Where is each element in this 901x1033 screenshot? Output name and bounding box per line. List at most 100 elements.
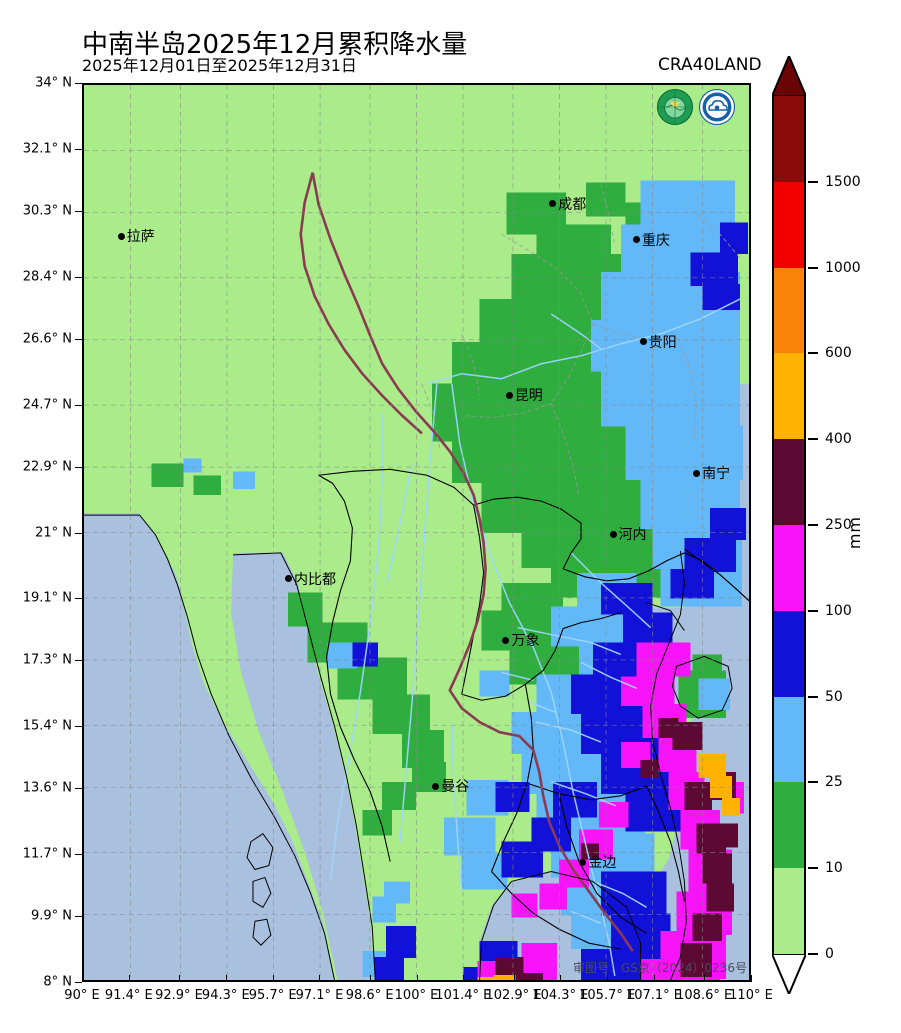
city-dot-icon: [285, 575, 293, 583]
colorbar-tick-label: 50: [825, 688, 843, 705]
city-dot-icon: [609, 530, 617, 538]
precip-band-250-400: [495, 718, 739, 980]
latitude-tick-mark: [75, 83, 82, 84]
longitude-tick-label: 97.1° E: [295, 988, 344, 1003]
latitude-tick-mark: [75, 338, 82, 340]
longitude-tick-mark: [369, 975, 371, 982]
longitude-tick-label: 95.7° E: [248, 988, 297, 1003]
longitude-tick-label: 108.6° E: [676, 988, 733, 1003]
colorbar-tick-label: 0: [825, 946, 834, 962]
colorbar-tick-mark: [808, 695, 818, 698]
colorbar-segment: [774, 267, 804, 354]
city-marker: 贵阳: [639, 332, 677, 352]
latitude-tick-mark: [75, 982, 82, 983]
map-gridlines: [84, 85, 749, 980]
longitude-tick-label: 98.6° E: [345, 988, 394, 1003]
city-label: 拉萨: [126, 229, 155, 246]
longitude-tick-label: 94.3° E: [201, 988, 250, 1003]
province-boundaries: [421, 184, 741, 498]
page-subtitle: 2025年12月01日至2025年12月31日: [82, 56, 357, 75]
colorbar-tick-label: 1500: [825, 173, 861, 190]
colorbar-segment: [774, 696, 804, 783]
longitude-tick-mark: [225, 975, 227, 982]
colorbar-segment: [774, 439, 804, 525]
longitude-tick-label: 91.4° E: [104, 988, 153, 1003]
dataset-label: CRA40LAND: [658, 55, 762, 75]
latitude-tick-mark: [75, 788, 82, 790]
latitude-tick-mark: [75, 660, 82, 662]
latitude-tick-label: 9.9° N: [30, 908, 72, 924]
page-title: 中南半岛2025年12月累积降水量: [82, 30, 468, 60]
latitude-tick-label: 21° N: [35, 525, 72, 540]
colorbar-unit-label: mm: [845, 516, 864, 550]
latitude-tick-label: 11.7° N: [22, 846, 72, 862]
city-dot-icon: [639, 338, 647, 346]
city-dot-icon: [549, 200, 557, 208]
longitude-axis: 90° E 91.4° E 92.9° E 94.3° E 95.7° E 97.1° E…: [0, 988, 901, 1018]
city-label: 河内: [618, 527, 647, 544]
city-marker: 重庆: [632, 230, 670, 250]
colorbar-tick-label: 25: [825, 774, 843, 791]
latitude-tick-mark: [75, 726, 82, 728]
precip-band-400-600: [477, 754, 741, 980]
city-label: 成都: [558, 196, 587, 213]
colorbar-tick-mark: [808, 953, 818, 955]
city-dot-icon: [502, 636, 510, 644]
longitude-tick-label: 101.4° E: [435, 988, 492, 1003]
longitude-tick-mark: [416, 975, 418, 982]
latitude-tick-label: 26.6° N: [22, 331, 72, 347]
city-dot-icon: [579, 858, 587, 866]
latitude-tick-mark: [75, 210, 82, 212]
colorbar-segment: [774, 181, 804, 268]
colorbar-tick-label: 250: [825, 517, 852, 533]
china-national-boundary: [299, 172, 634, 952]
colorbar-tick-mark: [808, 609, 818, 612]
city-marker: 南宁: [693, 463, 730, 483]
latitude-tick-mark: [75, 148, 82, 150]
longitude-tick-mark: [560, 975, 562, 982]
colorbar-tick-mark: [808, 180, 818, 183]
map-approval-number: 审图号：GS京（2024）0236号: [573, 961, 747, 975]
latitude-tick-label: 34° N: [35, 75, 72, 91]
longitude-tick-mark: [82, 975, 83, 982]
colorbar-tick-mark: [808, 524, 818, 526]
longitude-tick-label: 90° E: [64, 988, 100, 1003]
longitude-tick-mark: [607, 975, 609, 982]
colorbar-tick-label: 100: [825, 602, 852, 619]
city-dot-icon: [693, 469, 701, 477]
city-label: 曼谷: [441, 779, 470, 796]
city-marker: 成都: [549, 194, 586, 214]
colorbar-tick-mark: [808, 867, 818, 870]
city-dot-icon: [505, 391, 513, 399]
map-plot-area[interactable]: 拉萨 成都 重庆 贵阳 昆明 南宁 河内 内比都 万象 曼谷 金边 审图号：GS京（2024）023…: [82, 83, 751, 982]
latitude-tick-label: 19.1° N: [22, 590, 72, 606]
river-network: [329, 298, 741, 977]
longitude-tick-mark: [179, 975, 180, 982]
longitude-tick-label: 104.3° E: [532, 988, 589, 1003]
latitude-tick-label: 28.4° N: [22, 269, 72, 285]
longitude-tick-label: 102.9° E: [485, 988, 542, 1003]
colorbar[interactable]: 0 10 25 50 100 250 400 600 1000 1500: [772, 56, 861, 994]
latitude-tick-label: 24.7° N: [22, 397, 72, 413]
city-dot-icon: [432, 782, 440, 790]
latitude-tick-mark: [75, 598, 82, 600]
city-dot-icon: [117, 232, 125, 240]
latitude-tick-mark: [75, 276, 82, 278]
city-marker: 河内: [609, 524, 647, 544]
longitude-tick-mark: [463, 975, 465, 982]
latitude-tick-label: 22.9° N: [22, 459, 72, 475]
city-dot-icon: [632, 236, 640, 244]
colorbar-above-max-arrow: [772, 56, 806, 96]
colorbar-segment: [774, 868, 804, 954]
colorbar-tick-label: 1000: [825, 259, 861, 276]
city-marker: 金边: [579, 852, 616, 872]
longitude-tick-mark: [128, 975, 130, 982]
longitude-tick-mark: [704, 975, 706, 982]
city-label: 贵阳: [648, 334, 677, 351]
latitude-axis: 34° N 32.1° N 30.3° N 28.4° N 26.6° N 24.7° N…: [0, 76, 82, 990]
latitude-tick-mark: [75, 854, 82, 856]
latitude-tick-label: 32.1° N: [22, 141, 72, 157]
longitude-tick-label: 107.1° E: [625, 988, 683, 1003]
colorbar-tick-mark: [808, 438, 818, 441]
